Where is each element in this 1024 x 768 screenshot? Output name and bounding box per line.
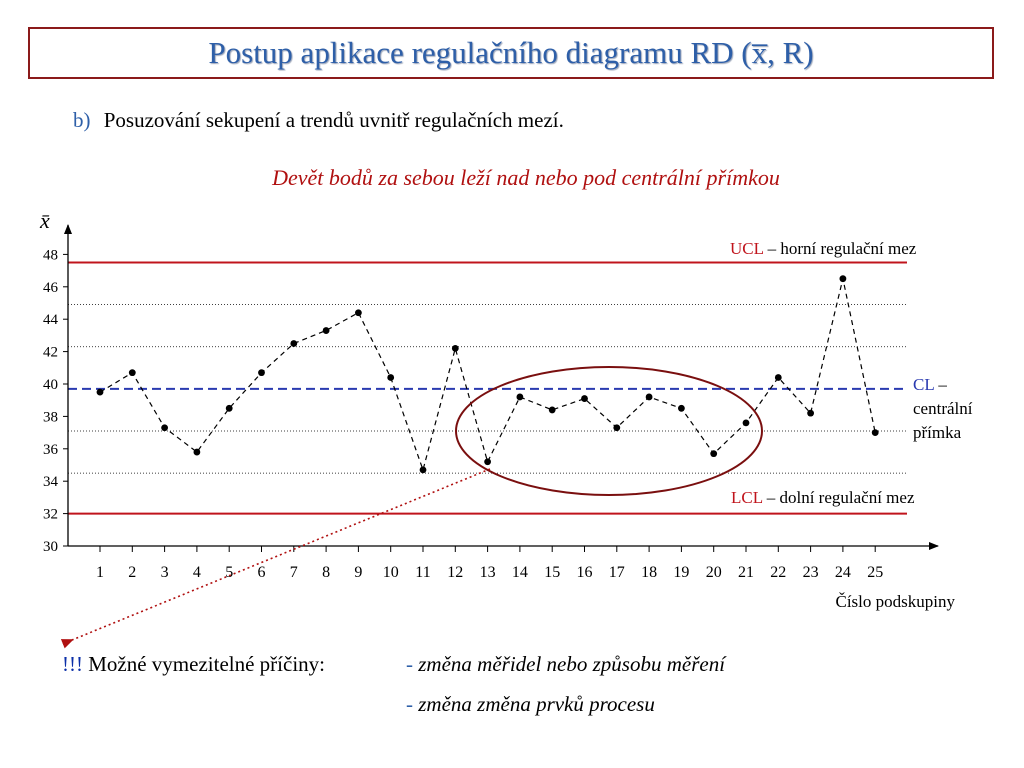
data-point bbox=[355, 309, 362, 317]
x-tick-label: 10 bbox=[383, 564, 399, 581]
y-tick-label: 44 bbox=[43, 312, 59, 328]
bullet-marker: b) bbox=[73, 108, 91, 132]
lcl-text: – dolní regulační mez bbox=[762, 488, 914, 507]
x-tick-label: 16 bbox=[577, 564, 593, 581]
ucl-abbr: UCL bbox=[730, 239, 764, 258]
x-tick-label: 1 bbox=[96, 564, 104, 581]
cl-text-line2: centrální bbox=[913, 399, 973, 418]
title-box: Postup aplikace regulačního diagramu RD … bbox=[28, 27, 994, 79]
y-tick-label: 48 bbox=[43, 247, 58, 263]
y-tick-label: 32 bbox=[43, 507, 58, 523]
x-tick-label: 18 bbox=[641, 564, 657, 581]
x-tick-label: 21 bbox=[738, 564, 754, 581]
cluster-ellipse bbox=[455, 366, 763, 496]
data-point bbox=[451, 344, 459, 352]
limit-annotations: UCL – horní regulační mez CL – centrální… bbox=[730, 239, 973, 507]
data-point bbox=[419, 466, 427, 474]
causes-label-text: Možné vymezitelné příčiny: bbox=[82, 652, 325, 676]
x-tick-label: 9 bbox=[354, 564, 362, 581]
data-point bbox=[871, 429, 879, 436]
data-point bbox=[290, 340, 298, 347]
x-tick-label: 22 bbox=[770, 564, 786, 581]
exclamation-mark: !!! bbox=[62, 652, 83, 676]
cause-dash: - bbox=[406, 652, 419, 676]
cl-abbr: CL bbox=[913, 375, 934, 394]
data-point bbox=[807, 409, 814, 417]
data-point bbox=[387, 374, 395, 381]
data-point bbox=[645, 393, 653, 401]
y-tick-label: 46 bbox=[43, 280, 59, 296]
y-tick-label: 30 bbox=[43, 539, 58, 555]
svg-text:CL –: CL – bbox=[913, 375, 947, 394]
x-tick-label: 7 bbox=[290, 564, 298, 581]
y-axis-label: x̄ bbox=[39, 208, 50, 233]
x-tick-label: 13 bbox=[480, 564, 496, 581]
series-mean bbox=[96, 275, 879, 474]
chart-subtitle: Devět bodů za sebou leží nad nebo pod ce… bbox=[272, 165, 780, 190]
x-tick-label: 2 bbox=[128, 564, 136, 581]
bullet-text: Posuzování sekupení a trendů uvnitř regu… bbox=[103, 108, 564, 132]
data-point bbox=[839, 275, 847, 283]
x-tick-label: 12 bbox=[447, 564, 463, 581]
data-point bbox=[710, 450, 718, 458]
x-tick-label: 8 bbox=[322, 564, 330, 581]
x-tick-label: 25 bbox=[867, 564, 883, 581]
bullet-item: b) Posuzování sekupení a trendů uvnitř r… bbox=[73, 108, 564, 133]
series-line bbox=[99, 278, 876, 472]
x-tick-label: 4 bbox=[193, 564, 201, 581]
x-tick-label: 14 bbox=[512, 564, 528, 581]
x-axis-label: Číslo podskupiny bbox=[836, 592, 956, 611]
causes-label: !!! Možné vymezitelné příčiny: bbox=[62, 652, 325, 677]
x-tick-label: 5 bbox=[225, 564, 233, 581]
x-tick-label: 24 bbox=[835, 564, 851, 581]
data-point bbox=[258, 369, 265, 377]
data-point bbox=[613, 424, 621, 432]
data-point bbox=[516, 393, 524, 401]
data-point bbox=[193, 448, 201, 456]
y-tick-label: 40 bbox=[43, 377, 58, 393]
x-tick-label: 19 bbox=[673, 564, 689, 581]
data-point bbox=[548, 406, 556, 414]
x-tick-label: 17 bbox=[609, 564, 625, 581]
ucl-text: – horní regulační mez bbox=[763, 239, 916, 258]
data-point bbox=[161, 424, 169, 432]
x-tick-label: 3 bbox=[161, 564, 169, 581]
x-tick-label: 11 bbox=[415, 564, 430, 581]
data-point bbox=[322, 327, 330, 334]
y-tick-label: 34 bbox=[43, 474, 59, 490]
data-point bbox=[484, 458, 491, 466]
data-point bbox=[581, 395, 588, 402]
axes: x̄ Číslo podskupiny bbox=[39, 208, 955, 611]
cl-text-line3: přímka bbox=[913, 423, 962, 442]
cause-arrow bbox=[60, 468, 491, 649]
y-tick-label: 38 bbox=[43, 409, 58, 425]
control-limits bbox=[68, 261, 907, 515]
cause-dash: - bbox=[406, 692, 419, 716]
cause-text: změna změna prvků procesu bbox=[418, 692, 655, 716]
data-point bbox=[96, 388, 104, 396]
y-tick-label: 42 bbox=[43, 345, 58, 361]
lcl-abbr: LCL bbox=[731, 488, 763, 507]
data-point bbox=[678, 404, 685, 412]
y-tick-label: 36 bbox=[43, 442, 59, 458]
svg-text:LCL – dolní regulační mez: LCL – dolní regulační mez bbox=[731, 488, 915, 507]
cl-text: – bbox=[934, 375, 947, 394]
data-point bbox=[742, 419, 750, 427]
zone-lines bbox=[68, 304, 907, 474]
x-tick-label: 20 bbox=[706, 564, 722, 581]
cause-text: změna měřidel nebo způsobu měření bbox=[418, 652, 726, 676]
x-tick-label: 23 bbox=[803, 564, 819, 581]
cause-item: - změna měřidel nebo způsobu měření bbox=[406, 652, 725, 677]
data-point bbox=[128, 369, 136, 377]
data-point bbox=[774, 374, 782, 381]
x-tick-label: 15 bbox=[544, 564, 560, 581]
x-tick-label: 6 bbox=[258, 564, 266, 581]
cause-item: - změna změna prvků procesu bbox=[406, 692, 655, 717]
svg-text:UCL – horní regulační mez: UCL – horní regulační mez bbox=[730, 239, 917, 258]
page-title: Postup aplikace regulačního diagramu RD … bbox=[208, 35, 814, 70]
data-point bbox=[225, 404, 233, 412]
